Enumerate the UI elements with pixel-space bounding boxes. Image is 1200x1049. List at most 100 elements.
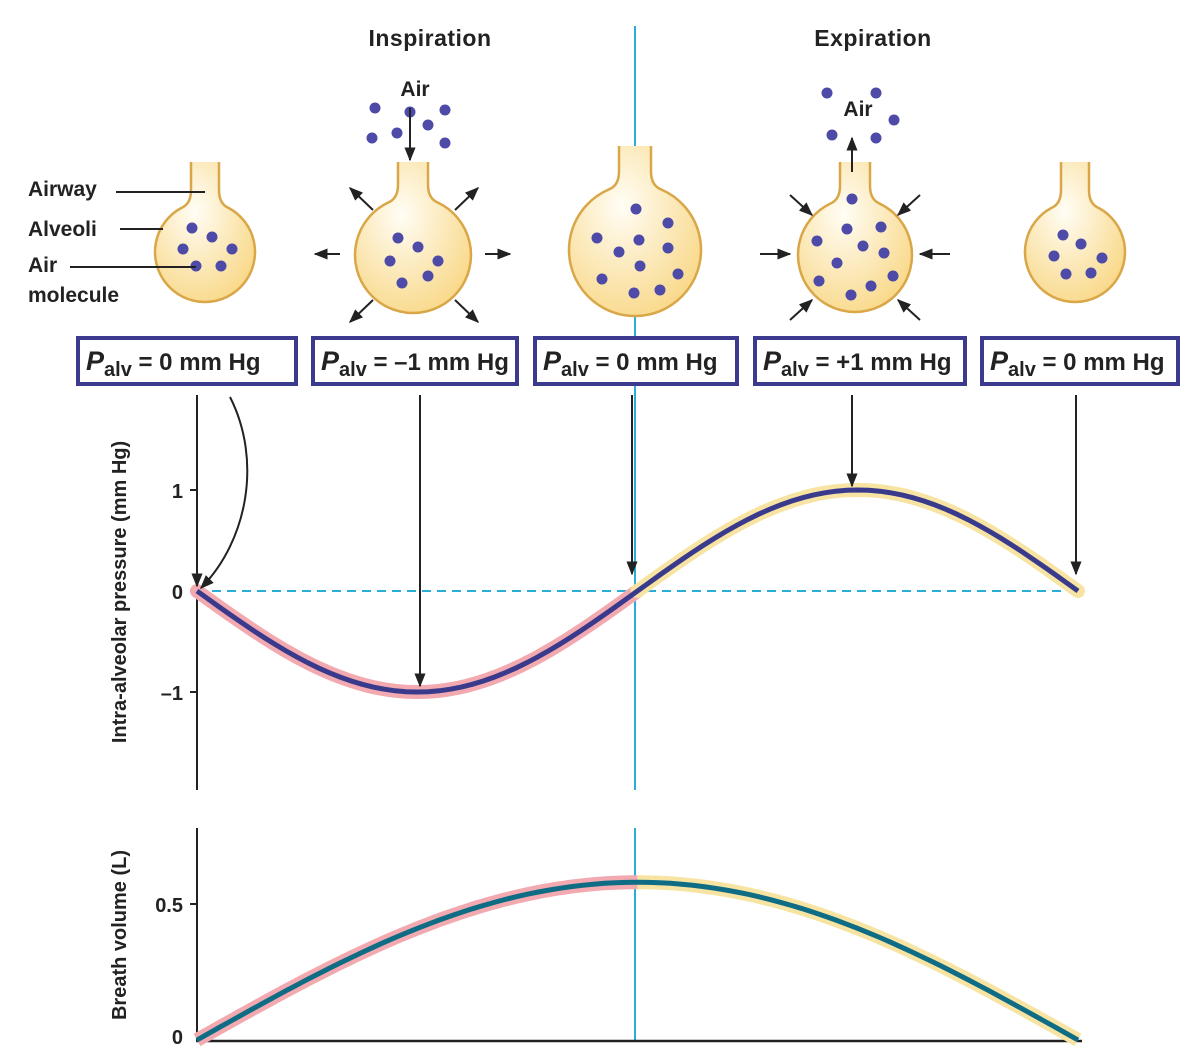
alveolus-shape — [353, 162, 473, 315]
volume-tick-0.5: 0.5 — [155, 895, 183, 917]
air-molecule-dot — [392, 232, 404, 244]
air-molecule-dot — [1085, 267, 1097, 279]
air-out-label: Air — [843, 98, 872, 121]
alveolus-5 — [1023, 162, 1127, 304]
alveolus-3 — [567, 146, 703, 318]
air-molecule-dot — [384, 255, 396, 267]
air-molecule-dot — [628, 287, 640, 299]
air-molecule-dot — [177, 243, 189, 255]
alveolus-2 — [353, 162, 473, 315]
pressure-box-3: Palv = 0 mm Hg — [533, 336, 739, 386]
air-molecule-dot — [1048, 250, 1060, 262]
air-molecule-dot — [1057, 229, 1069, 241]
air-molecule-dot — [369, 102, 381, 114]
pressure-value: Palv = –1 mm Hg — [321, 346, 509, 381]
pressure-box-4: Palv = +1 mm Hg — [753, 336, 967, 386]
alveoli-row — [153, 87, 1127, 323]
alveolus-shape — [1023, 162, 1127, 304]
air-molecule-dot — [396, 277, 408, 289]
air-molecule-dot — [439, 104, 451, 116]
air-molecule-dot — [672, 268, 684, 280]
air-molecule-dot — [870, 87, 882, 99]
alveolus-4 — [796, 162, 914, 314]
air-molecule-dot — [412, 241, 424, 253]
air-molecule-dot — [654, 284, 666, 296]
air-molecule-dot — [826, 129, 838, 141]
pressure-value: Palv = +1 mm Hg — [763, 346, 952, 381]
air-molecule-dot — [422, 270, 434, 282]
air-molecule-dot — [1060, 268, 1072, 280]
pressure-curve — [195, 487, 1080, 695]
expiration-pressure-halo — [630, 482, 1085, 598]
airway-label: Airway — [28, 178, 97, 201]
pressure-value: Palv = 0 mm Hg — [543, 346, 718, 381]
air-molecule-dot — [206, 231, 218, 243]
air-molecule-dot — [633, 234, 645, 246]
air-molecule-dot — [811, 235, 823, 247]
air-molecule-dot — [662, 217, 674, 229]
air-molecule-dot — [821, 87, 833, 99]
pressure-box-2: Palv = –1 mm Hg — [311, 336, 519, 386]
pointer-arrows — [191, 395, 1082, 688]
air-molecule-label-2: molecule — [28, 284, 119, 307]
expiration-heading: Expiration — [814, 25, 931, 51]
pressure-tick-minus1: –1 — [161, 683, 183, 705]
air-flow-arrow — [348, 187, 374, 211]
air-molecule-dot — [630, 203, 642, 215]
air-molecule-dot — [634, 260, 646, 272]
alveolus-1 — [153, 162, 257, 304]
pressure-tick-1: 1 — [172, 481, 183, 503]
pressure-axis-label: Intra-alveolar pressure (mm Hg) — [109, 441, 131, 743]
air-molecule-dot — [1075, 238, 1087, 250]
air-flow-arrow — [454, 299, 480, 323]
air-molecule-dot — [878, 247, 890, 259]
air-flow-arrow — [348, 299, 374, 323]
air-molecule-dot — [887, 270, 899, 282]
air-molecule-dot — [841, 223, 853, 235]
inspiration-pressure-halo — [190, 584, 645, 700]
pressure-tick-0: 0 — [172, 582, 183, 604]
air-molecule-dot — [215, 260, 227, 272]
air-molecule-dot — [1096, 252, 1108, 264]
pressure-box-1: Palv = 0 mm Hg — [76, 336, 298, 386]
air-flow-arrow — [789, 299, 814, 321]
pressure-value: Palv = 0 mm Hg — [86, 346, 261, 381]
air-flow-arrow — [896, 194, 921, 216]
air-molecule-dot — [591, 232, 603, 244]
pressure-box-5: Palv = 0 mm Hg — [980, 336, 1180, 386]
volume-tick-0: 0 — [172, 1027, 183, 1049]
alveolus-shape — [796, 162, 914, 314]
air-molecule-dot — [596, 273, 608, 285]
inspiration-volume-halo — [193, 875, 638, 1047]
inspiration-heading: Inspiration — [368, 25, 491, 51]
air-flow-arrow — [789, 194, 814, 216]
alveolus-shape — [153, 162, 257, 304]
air-molecule-dot — [875, 221, 887, 233]
air-molecule-dot — [366, 132, 378, 144]
volume-curve — [195, 879, 1080, 1043]
air-molecule-dot — [813, 275, 825, 287]
air-molecule-dot — [391, 127, 403, 139]
air-molecule-dot — [226, 243, 238, 255]
pressure-value: Palv = 0 mm Hg — [990, 346, 1165, 381]
air-molecule-dot — [422, 119, 434, 131]
expiration-volume-halo — [637, 875, 1082, 1047]
alveoli-label: Alveoli — [28, 218, 97, 241]
air-molecule-label-1: Air — [28, 254, 57, 277]
air-molecule-dot — [831, 257, 843, 269]
air-molecule-dot — [865, 280, 877, 292]
air-molecule-dot — [613, 246, 625, 258]
air-flow-arrow — [896, 299, 921, 321]
air-molecule-dot — [432, 255, 444, 267]
air-flow-arrow — [454, 187, 480, 211]
curved-arrow — [200, 396, 249, 590]
air-molecule-dot — [845, 289, 857, 301]
volume-axis-label: Breath volume (L) — [109, 850, 131, 1020]
air-molecule-dot — [846, 193, 858, 205]
air-molecule-dot — [662, 242, 674, 254]
air-in-label: Air — [400, 78, 429, 101]
alveolus-shape — [567, 146, 703, 318]
air-molecule-dot — [888, 114, 900, 126]
air-molecule-dot — [439, 137, 451, 149]
